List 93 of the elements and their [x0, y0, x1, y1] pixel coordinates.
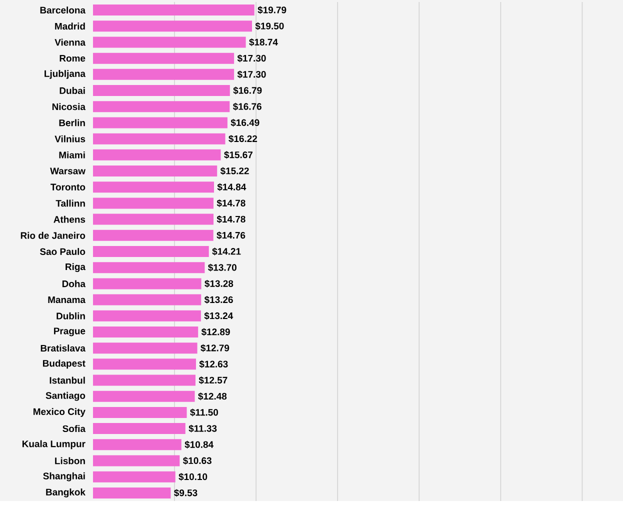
y-tick-label: Vilnius — [54, 135, 86, 142]
y-tick-label: Madrid — [55, 22, 85, 30]
y-tick-label: Bangkok — [46, 488, 86, 498]
bar — [93, 20, 252, 32]
data-label: $16.49 — [230, 118, 260, 127]
data-label: $10.10 — [178, 473, 208, 481]
data-label: $17.30 — [237, 70, 266, 78]
y-tick-label: Rome — [60, 55, 86, 62]
data-label: $14.84 — [217, 183, 246, 192]
data-label: $11.33 — [188, 424, 217, 432]
y-tick-label: Santiago — [46, 392, 86, 401]
y-tick-label: Lisbon — [55, 457, 85, 464]
y-tick-label: Istanbul — [50, 376, 85, 384]
y-tick-label: Athens — [54, 216, 86, 223]
bar — [93, 133, 226, 144]
bar — [93, 471, 176, 482]
bar — [93, 36, 246, 48]
bar — [93, 374, 196, 386]
y-tick-label: Riga — [66, 263, 86, 272]
data-label: $10.84 — [184, 440, 214, 449]
data-label: $15.22 — [220, 167, 249, 175]
y-tick-label: Bratislava — [40, 344, 86, 352]
data-label: $19.50 — [255, 22, 284, 30]
data-label: $14.76 — [216, 232, 246, 240]
bar — [93, 117, 228, 128]
bar — [93, 262, 205, 274]
y-tick-label: Kuala Lumpur — [22, 440, 86, 450]
data-label: $13.70 — [208, 264, 236, 272]
data-label: $12.79 — [200, 344, 230, 352]
data-label: $13.24 — [204, 312, 234, 320]
data-label: $12.89 — [201, 328, 230, 336]
data-label: $9.53 — [174, 489, 198, 497]
y-tick-label: Berlin — [59, 119, 85, 126]
data-label: $12.48 — [198, 392, 227, 400]
y-tick-label: Shanghai — [43, 472, 85, 482]
data-label: $15.67 — [224, 151, 252, 159]
bar — [93, 342, 198, 354]
y-tick-label: Mexico City — [34, 408, 86, 417]
y-tick-label: Ljubljana — [44, 70, 86, 79]
data-label: $19.79 — [258, 6, 286, 14]
bar — [93, 166, 218, 177]
data-label: $16.76 — [232, 102, 262, 111]
y-tick-label: Budapest — [43, 360, 86, 369]
bar — [93, 198, 214, 209]
y-tick-label: Barcelona — [40, 6, 86, 14]
bar — [93, 310, 201, 322]
bar — [93, 149, 221, 160]
bar — [93, 85, 230, 96]
y-tick-label: Nicosia — [52, 103, 86, 110]
data-label: $14.78 — [216, 216, 246, 224]
y-tick-label: Sofia — [62, 425, 86, 432]
data-label: $18.74 — [249, 38, 278, 46]
bar — [93, 488, 171, 499]
data-label: $11.50 — [190, 408, 218, 416]
y-tick-label: Doha — [62, 280, 86, 288]
data-label: $14.78 — [216, 199, 246, 208]
bar — [93, 69, 234, 80]
y-tick-label: Toronto — [50, 184, 86, 190]
bar — [93, 390, 195, 402]
data-label: $12.57 — [198, 376, 228, 384]
data-label: $10.63 — [183, 456, 212, 465]
bar — [93, 326, 198, 338]
bar — [93, 230, 214, 241]
bar — [93, 4, 254, 16]
bar — [93, 246, 209, 258]
bar — [93, 214, 214, 225]
data-label: $16.22 — [228, 135, 258, 143]
y-tick-label: Prague — [54, 328, 86, 336]
y-tick-label: Manama — [48, 296, 86, 304]
data-label: $16.79 — [233, 86, 262, 94]
bar — [93, 278, 202, 290]
bar — [93, 407, 187, 418]
data-label: $12.63 — [199, 360, 228, 368]
y-tick-label: Dublin — [56, 312, 85, 320]
bar — [93, 294, 202, 306]
bar — [93, 423, 186, 434]
y-tick-label: Dubai — [60, 87, 85, 94]
bar — [93, 101, 230, 112]
bar — [93, 455, 180, 466]
data-label: $13.26 — [204, 296, 233, 304]
y-tick-label: Miami — [59, 152, 85, 158]
bar — [93, 439, 182, 450]
data-label: $17.30 — [237, 54, 266, 62]
y-tick-label: Sao Paulo — [40, 248, 86, 256]
y-tick-label: Warsaw — [50, 168, 86, 174]
y-tick-label: Rio de Janeiro — [20, 232, 86, 239]
data-label: $13.28 — [204, 280, 234, 288]
y-tick-label: Tallinn — [56, 200, 85, 207]
bar — [93, 358, 196, 370]
y-tick-label: Vienna — [54, 38, 86, 46]
bar — [93, 182, 214, 193]
data-label: $14.21 — [212, 248, 241, 256]
bar — [93, 52, 234, 64]
